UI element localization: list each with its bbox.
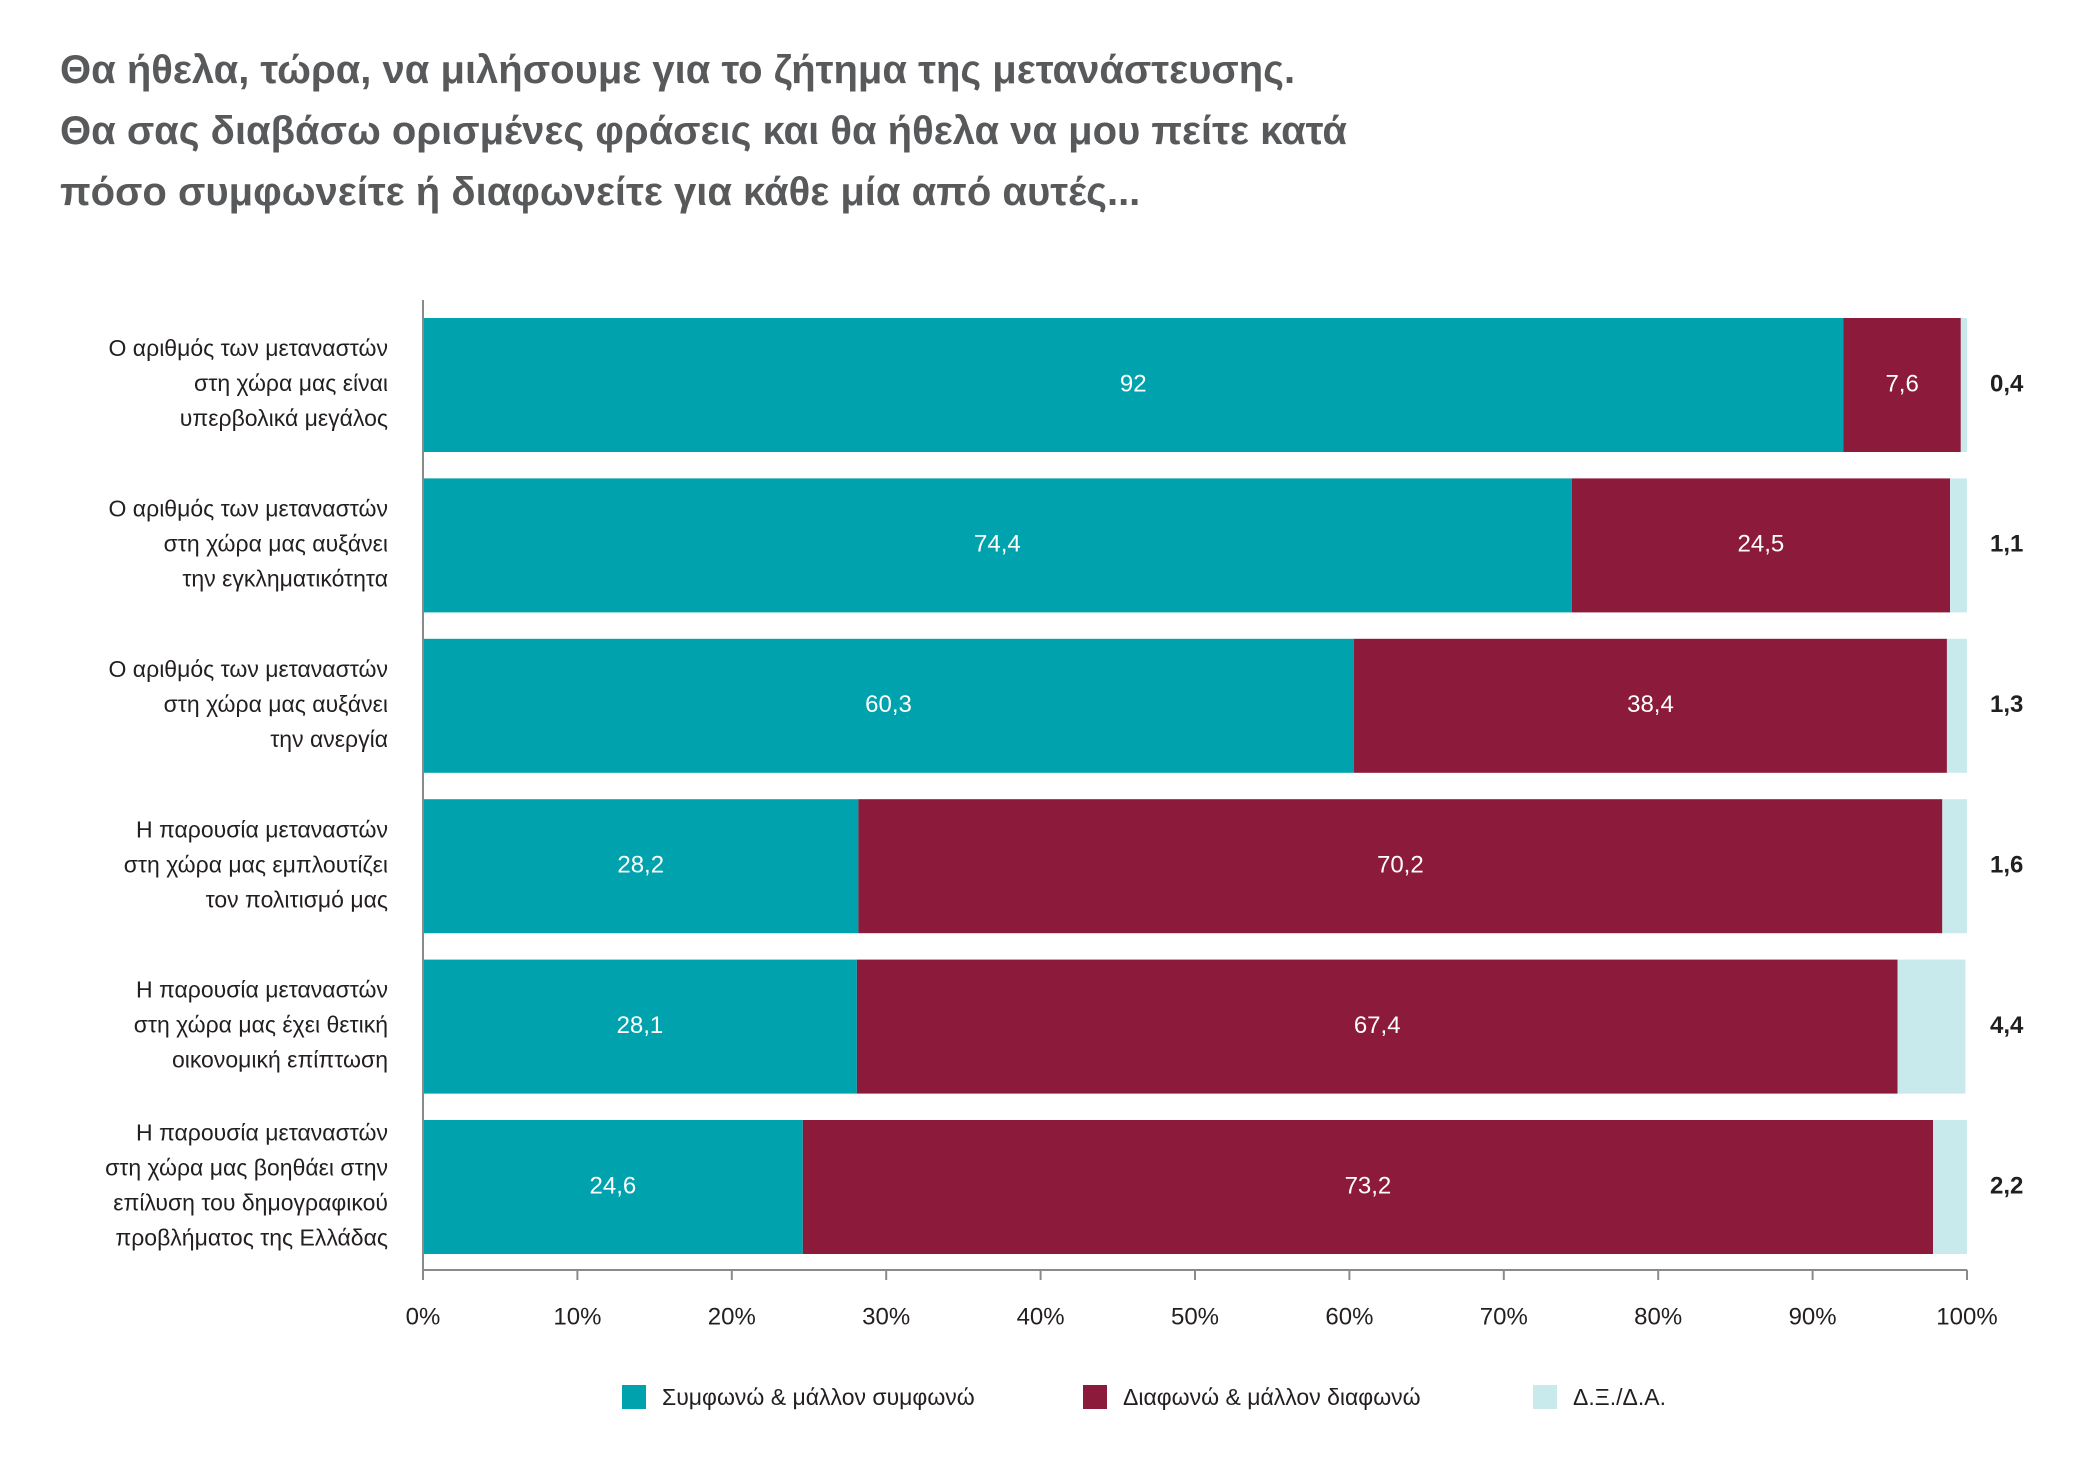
category-label-line: τον πολιτισμό μας <box>206 886 388 912</box>
data-label-dk-na: 1,3 <box>1990 691 2023 718</box>
bars-layer: 92 7,6 0,4 74,4 24,5 1,1 60,3 38,4 1,3 28,2 70,2 1,… <box>423 318 2024 1254</box>
data-label-dk-na: 4,4 <box>1990 1012 2024 1039</box>
data-label-disagree: 7,6 <box>1885 370 1918 397</box>
legend-swatch-dk-na <box>1533 1385 1557 1409</box>
bar-disagree-2 <box>1354 638 1947 773</box>
chart-title-line: Θα ήθελα, τώρα, να μιλήσουμε για το ζήτη… <box>60 48 1296 92</box>
bar-disagree-4 <box>856 959 1898 1094</box>
category-label-line: επίλυση του δημογραφικού <box>113 1190 388 1216</box>
data-label-agree: 24,6 <box>590 1172 637 1199</box>
category-label: Ο αριθμός των μεταναστών στη χώρα μας αυξ… <box>109 656 388 752</box>
category-label-line: στη χώρα μας έχει θετική <box>134 1012 388 1038</box>
category-label: Ο αριθμός των μεταναστών στη χώρα μας αυξ… <box>109 495 388 591</box>
chart-title: Θα ήθελα, τώρα, να μιλήσουμε για το ζήτη… <box>60 40 1347 223</box>
category-label: Η παρουσία μεταναστών στη χώρα μας εμπλου… <box>124 816 388 912</box>
x-tick-label: 100% <box>1936 1303 1997 1330</box>
category-label-line: την εγκληματικότητα <box>182 565 388 591</box>
data-label-agree: 28,1 <box>617 1012 664 1039</box>
bar-agree-1 <box>423 478 1572 613</box>
category-label: Ο αριθμός των μεταναστών στη χώρα μας είν… <box>109 335 388 431</box>
bar-disagree-3 <box>858 799 1943 934</box>
bar-disagree-5 <box>802 1120 1934 1254</box>
bar-agree-5 <box>423 1120 803 1254</box>
x-tick-label: 40% <box>1017 1303 1065 1330</box>
x-tick-label: 60% <box>1325 1303 1373 1330</box>
legend-swatch-agree <box>622 1385 646 1409</box>
data-label-agree: 74,4 <box>974 531 1021 558</box>
data-label-dk-na: 1,6 <box>1990 852 2023 879</box>
stacked-bar-chart: 92 7,6 0,4 74,4 24,5 1,1 60,3 38,4 1,3 28,2 70,2 1,… <box>105 300 2024 1330</box>
bar-agree-0 <box>423 318 1844 452</box>
bar-dk-na-4 <box>1897 959 1966 1094</box>
legend-label-dk-na: Δ.Ξ./Δ.Α. <box>1573 1383 1666 1410</box>
data-label-agree: 60,3 <box>865 691 912 718</box>
bar-disagree-1 <box>1571 478 1951 613</box>
category-label-line: Ο αριθμός των μεταναστών <box>109 335 388 361</box>
bar-dk-na-3 <box>1942 799 1967 934</box>
legend-item-dk-na: Δ.Ξ./Δ.Α. <box>1533 1384 1666 1410</box>
category-labels: Ο αριθμός των μεταναστών στη χώρα μας είν… <box>105 335 388 1251</box>
category-label-line: στη χώρα μας εμπλουτίζει <box>124 851 388 877</box>
x-tick-label: 90% <box>1789 1303 1837 1330</box>
data-label-dk-na: 0,4 <box>1990 370 2024 397</box>
category-label-line: Ο αριθμός των μεταναστών <box>109 495 388 521</box>
category-label: Η παρουσία μεταναστών στη χώρα μας βοηθάε… <box>105 1120 388 1251</box>
data-label-disagree: 38,4 <box>1627 691 1674 718</box>
category-label-line: την ανεργία <box>270 726 388 752</box>
bar-agree-2 <box>423 638 1355 773</box>
data-label-dk-na: 1,1 <box>1990 531 2023 558</box>
x-tick-label: 80% <box>1634 1303 1682 1330</box>
x-tick-label: 20% <box>708 1303 756 1330</box>
legend-label-agree: Συμφωνώ & μάλλον συμφωνώ <box>662 1383 975 1410</box>
category-label-line: Ο αριθμός των μεταναστών <box>109 656 388 682</box>
x-tick-label: 50% <box>1171 1303 1219 1330</box>
data-label-agree: 92 <box>1120 370 1147 397</box>
legend-item-agree: Συμφωνώ & μάλλον συμφωνώ <box>622 1384 975 1410</box>
category-label-line: στη χώρα μας αυξάνει <box>164 691 388 717</box>
category-label-line: στη χώρα μας αυξάνει <box>164 530 388 556</box>
x-tick-label: 30% <box>862 1303 910 1330</box>
category-label-line: Η παρουσία μεταναστών <box>136 977 388 1003</box>
bar-dk-na-2 <box>1946 638 1967 773</box>
category-label-line: οικονομική επίπτωση <box>172 1047 388 1073</box>
bar-agree-4 <box>423 959 857 1094</box>
bar-dk-na-5 <box>1933 1120 1967 1254</box>
bar-dk-na-1 <box>1950 478 1967 613</box>
chart-title-line: Θα σας διαβάσω ορισμένες φράσεις και θα … <box>60 109 1347 153</box>
data-label-disagree: 67,4 <box>1354 1012 1401 1039</box>
legend-swatch-disagree <box>1083 1385 1107 1409</box>
data-label-agree: 28,2 <box>617 852 664 879</box>
x-tick-label: 0% <box>406 1303 441 1330</box>
data-label-disagree: 70,2 <box>1377 852 1424 879</box>
bar-agree-3 <box>423 799 859 934</box>
category-label-line: στη χώρα μας είναι <box>194 370 388 396</box>
category-label-line: Η παρουσία μεταναστών <box>136 816 388 842</box>
category-label-line: Η παρουσία μεταναστών <box>136 1120 388 1146</box>
category-label-line: προβλήματος της Ελλάδας <box>115 1225 388 1251</box>
bar-dk-na-0 <box>1960 318 1967 452</box>
axes: 0% 10% 20% 30% 40% 50% 60% 70% 80% 90% 100% <box>406 300 1998 1330</box>
x-tick-label: 70% <box>1480 1303 1528 1330</box>
category-label: Η παρουσία μεταναστών στη χώρα μας έχει θ… <box>134 977 388 1073</box>
chart-title-line: πόσο συμφωνείτε ή διαφωνείτε για κάθε μί… <box>60 170 1141 214</box>
data-label-dk-na: 2,2 <box>1990 1172 2023 1199</box>
data-label-disagree: 24,5 <box>1738 531 1785 558</box>
category-label-line: στη χώρα μας βοηθάει στην <box>105 1155 388 1181</box>
category-label-line: υπερβολικά μεγάλος <box>180 405 388 431</box>
bar-disagree-0 <box>1843 318 1961 452</box>
data-label-disagree: 73,2 <box>1345 1172 1392 1199</box>
x-tick-label: 10% <box>553 1303 601 1330</box>
legend-item-disagree: Διαφωνώ & μάλλον διαφωνώ <box>1083 1384 1421 1410</box>
legend-label-disagree: Διαφωνώ & μάλλον διαφωνώ <box>1123 1383 1421 1410</box>
